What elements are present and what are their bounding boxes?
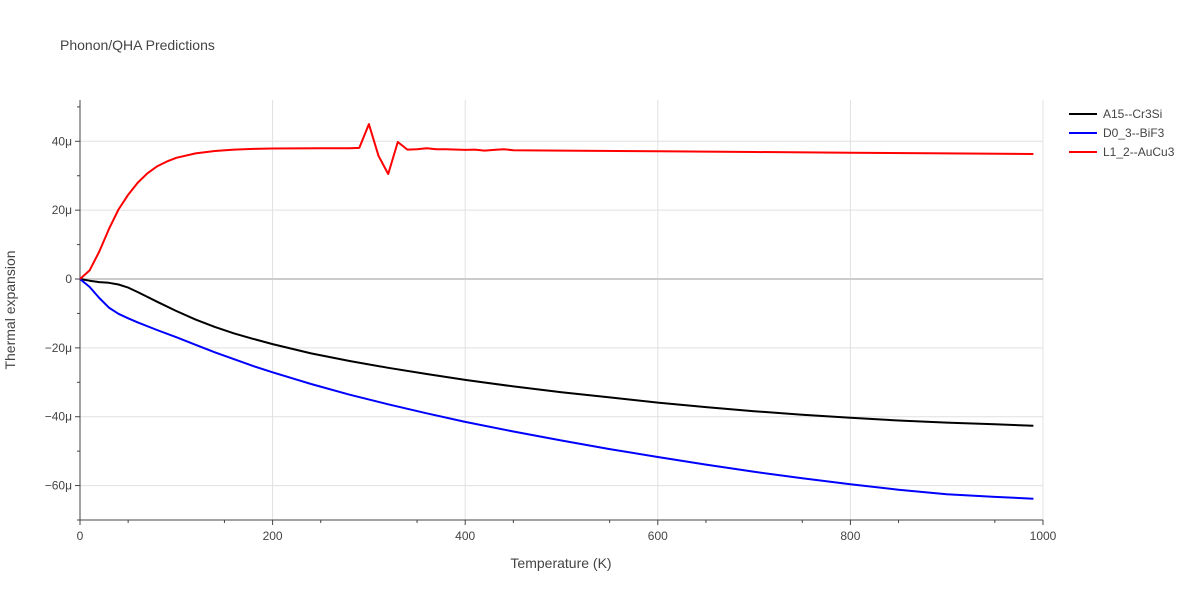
y-tick-label: −60μ [45, 479, 72, 493]
y-tick-label: 0 [65, 272, 72, 286]
plot-layer[interactable] [79, 123, 1034, 500]
legend-label: L1_2--AuCu3 [1103, 145, 1175, 159]
axis-layer: 0 200 400 600 800 1000 −60μ −40μ −20μ 0 20μ 40μ [45, 100, 1057, 543]
legend-item[interactable]: A15--Cr3Si [1069, 107, 1162, 121]
y-tick-label: −20μ [45, 341, 72, 355]
x-tick-label: 800 [840, 529, 860, 543]
grid-layer [80, 100, 1044, 520]
chart-title: Phonon/QHA Predictions [60, 37, 215, 53]
legend-item[interactable]: L1_2--AuCu3 [1069, 145, 1175, 159]
x-tick-label: 600 [648, 529, 668, 543]
series-line-2[interactable] [79, 123, 1034, 280]
y-tick-label: −40μ [45, 410, 72, 424]
series-line-1[interactable] [79, 278, 1034, 500]
x-tick-label: 0 [77, 529, 84, 543]
series-line-0[interactable] [79, 278, 1034, 427]
y-tick-label: 40μ [52, 134, 72, 148]
legend[interactable]: A15--Cr3Si D0_3--BiF3 L1_2--AuCu3 [1069, 107, 1175, 159]
legend-label: A15--Cr3Si [1103, 107, 1162, 121]
legend-item[interactable]: D0_3--BiF3 [1069, 126, 1165, 140]
x-axis-title: Temperature (K) [510, 555, 611, 571]
x-tick-label: 200 [263, 529, 283, 543]
y-axis-title: Thermal expansion [2, 250, 18, 369]
x-tick-label: 400 [455, 529, 475, 543]
legend-label: D0_3--BiF3 [1103, 126, 1165, 140]
y-tick-label: 20μ [52, 203, 72, 217]
x-tick-label: 1000 [1030, 529, 1057, 543]
